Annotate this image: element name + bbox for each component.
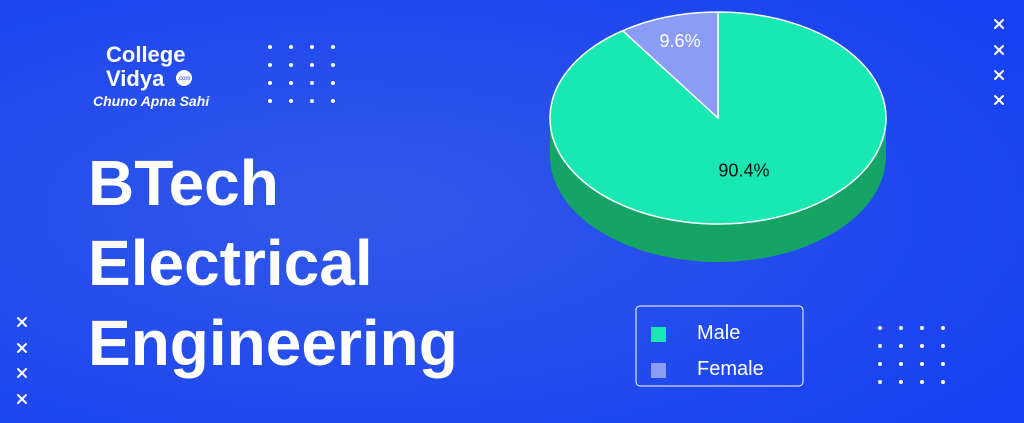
dot [310,63,314,67]
legend-box [635,305,804,387]
headline: Engineering [88,307,458,379]
brand-suffix: .com [177,76,190,82]
cross-marks [17,19,1004,404]
data-label: 90.4% [718,161,769,181]
dot [899,344,903,348]
dot [331,45,335,49]
dot [289,81,293,85]
cross [994,95,1004,105]
dot [310,45,314,49]
dot [920,380,924,384]
headline: BTech [88,147,279,219]
cross [17,343,27,353]
dot [941,326,945,330]
cross [994,19,1004,29]
dot [899,326,903,330]
dot [268,63,272,67]
dot-grid [268,45,945,384]
cross [994,45,1004,55]
legend-swatch [651,327,666,342]
dot [268,81,272,85]
dot [878,380,882,384]
dot [268,45,272,49]
cross [17,317,27,327]
dot [941,380,945,384]
brand-badge [176,70,192,86]
cross [17,394,27,404]
dot [310,99,314,103]
legend-label: Female [697,358,764,380]
dot [899,362,903,366]
dot [331,63,335,67]
brand-name: College [106,42,185,67]
dot [310,81,314,85]
dot [878,326,882,330]
legend-swatch [651,363,666,378]
dot [289,45,293,49]
dot [941,344,945,348]
dot [331,81,335,85]
dot [941,362,945,366]
dot [289,63,293,67]
pie-slice [621,11,719,119]
dot [920,362,924,366]
dot [920,326,924,330]
dot [331,99,335,103]
cross [994,70,1004,80]
dot [899,380,903,384]
cross [17,368,27,378]
legend-label: Male [697,322,740,344]
dot [878,362,882,366]
dot [289,99,293,103]
brand-tagline: Chuno Apna Sahi [93,93,210,109]
brand-name: Vidya [106,66,165,91]
dot [878,344,882,348]
dot [268,99,272,103]
dot [920,344,924,348]
pie-side [550,118,886,262]
headline: Electrical [88,227,373,299]
data-label: 9.6% [660,31,701,51]
pie-chart: 90.4% 9.6% [549,11,887,262]
